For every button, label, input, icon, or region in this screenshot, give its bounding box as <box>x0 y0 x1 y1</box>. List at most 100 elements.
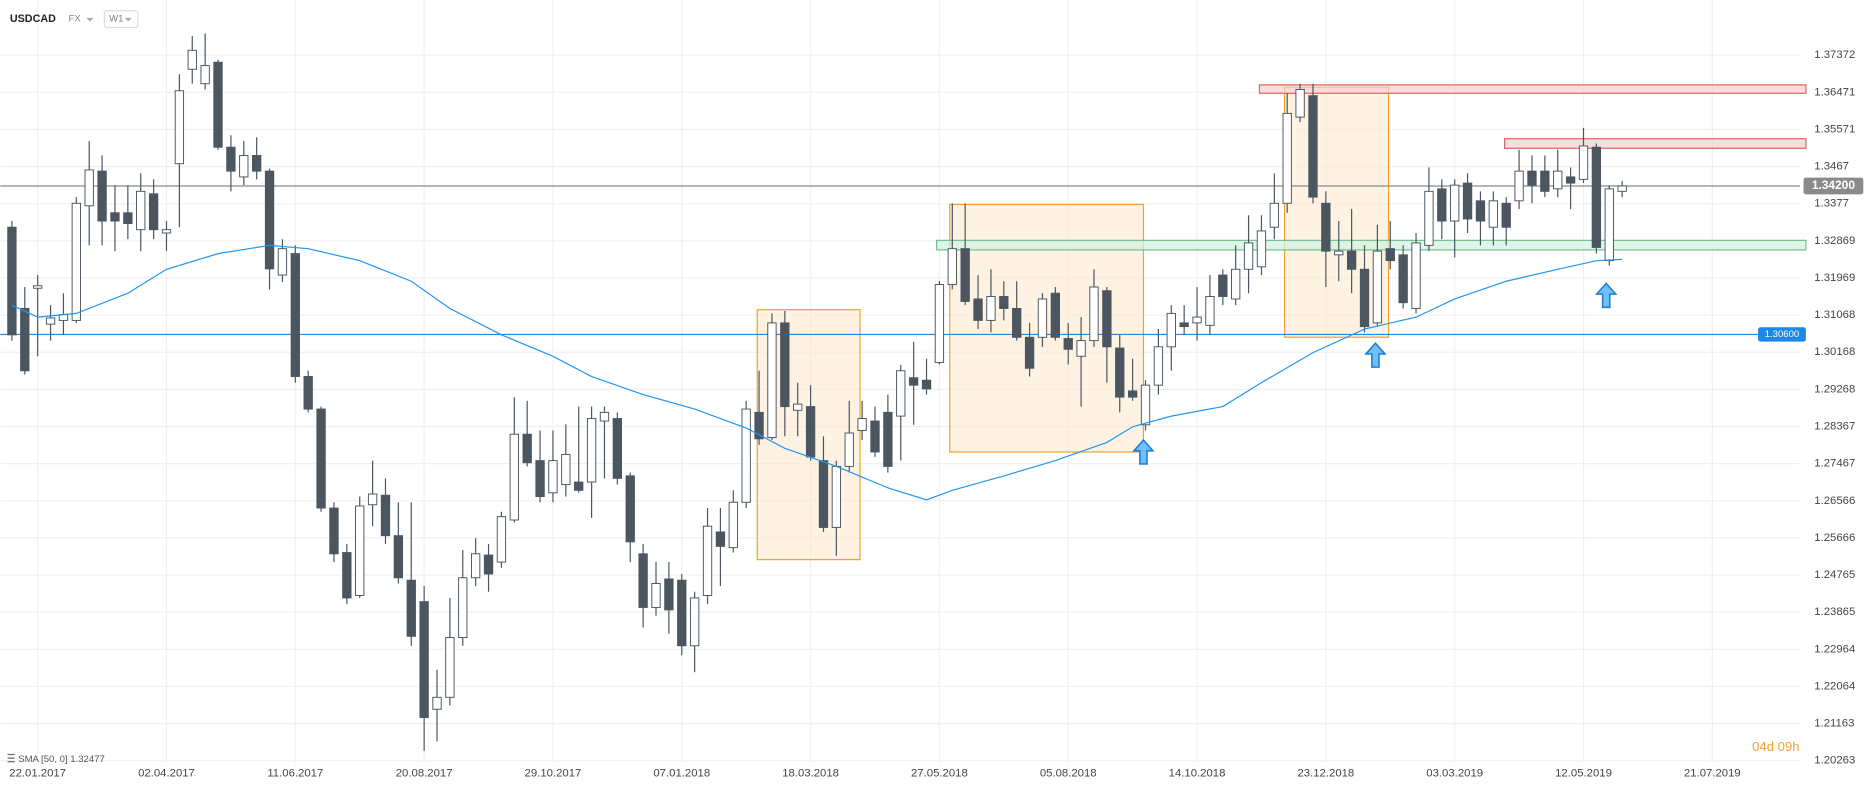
y-tick-label: 1.31068 <box>1814 309 1855 321</box>
candle-body <box>702 525 713 596</box>
dropdown-icon <box>86 17 94 22</box>
candle-body <box>20 307 30 372</box>
candle-body <box>625 475 635 543</box>
candle-body <box>1063 338 1073 350</box>
candle-body <box>496 516 507 563</box>
y-tick-label: 1.3377 <box>1814 198 1849 210</box>
candle-body <box>470 553 481 579</box>
candle-body <box>1334 250 1344 256</box>
candle-body <box>960 248 970 302</box>
candle-body <box>264 170 275 270</box>
candle-body <box>1450 184 1460 222</box>
candle-body <box>1308 95 1318 198</box>
candle-body <box>883 411 893 467</box>
zone-box <box>1283 86 1390 338</box>
candle-body <box>329 507 339 555</box>
candle-body <box>1282 112 1292 204</box>
candle-body <box>148 193 159 231</box>
candle-body <box>677 579 687 647</box>
price-label: 1.30600 <box>1765 329 1800 340</box>
y-tick-label: 1.31969 <box>1814 272 1855 284</box>
up-arrow <box>1364 342 1387 368</box>
candle-body <box>1115 347 1125 398</box>
candle-body <box>84 169 94 207</box>
candle-body <box>1205 296 1215 326</box>
candle-body <box>1359 268 1370 328</box>
candle-body <box>857 418 867 431</box>
x-tick-label: 20.08.2017 <box>396 768 453 780</box>
candle-body <box>303 376 313 410</box>
y-tick-label: 1.20263 <box>1814 755 1855 767</box>
candle-body <box>342 552 352 599</box>
candle-body <box>805 406 816 458</box>
y-tick-label: 1.37372 <box>1814 49 1855 61</box>
sma-line <box>11 244 1623 501</box>
candle-body <box>239 154 249 178</box>
candle-body <box>483 554 494 575</box>
interval[interactable]: W1 <box>109 14 123 25</box>
candle-body <box>818 460 829 528</box>
candle-body <box>123 212 133 224</box>
candle-body <box>1475 200 1486 222</box>
y-tick-label: 1.3467 <box>1814 161 1849 173</box>
candle-body <box>728 501 738 549</box>
candle-body <box>432 696 442 710</box>
up-arrow <box>1594 282 1618 309</box>
candle-body <box>947 248 957 286</box>
candle-body <box>767 322 777 439</box>
candle-body <box>71 202 81 321</box>
candle-body <box>638 553 648 608</box>
y-tick-label: 1.22964 <box>1814 643 1855 655</box>
candle-body <box>367 493 378 506</box>
y-tick-label: 1.22064 <box>1814 680 1855 692</box>
candle-body <box>290 253 300 377</box>
candle-body <box>458 577 468 639</box>
price-label-box <box>1758 327 1806 342</box>
candle-body <box>1127 390 1138 398</box>
candle-body <box>445 637 455 698</box>
candle-body <box>1024 336 1035 369</box>
candle-body <box>1012 307 1022 338</box>
candle-body <box>1372 250 1383 324</box>
candle-body <box>1488 200 1498 228</box>
candle-body <box>1346 250 1357 270</box>
candle-body <box>1102 290 1112 348</box>
symbol: USDCAD <box>10 13 56 25</box>
candle-body <box>1565 176 1576 184</box>
plot <box>0 33 1800 751</box>
candle-body <box>277 248 288 276</box>
price-label: 1.34200 <box>1812 178 1856 192</box>
candle-body <box>741 408 751 503</box>
candle-body <box>599 411 610 422</box>
y-tick-label: 1.29268 <box>1814 383 1855 395</box>
x-tick-label: 02.04.2017 <box>138 768 195 780</box>
candle-body <box>1604 188 1614 262</box>
candle-body <box>689 597 700 647</box>
up-arrow <box>1132 438 1155 465</box>
x-tick-label: 05.08.2018 <box>1040 768 1097 780</box>
candle-body <box>651 583 661 608</box>
candle-body <box>33 285 43 289</box>
candle-body <box>986 296 996 321</box>
candle-body <box>612 418 623 479</box>
candle-body <box>1192 316 1202 324</box>
x-tick-label: 27.05.2018 <box>911 768 968 780</box>
y-tick-label: 1.25666 <box>1814 532 1855 544</box>
candle-body <box>831 465 842 528</box>
candle-body <box>1385 248 1395 262</box>
candle-body <box>844 432 854 467</box>
candle-body <box>1179 322 1189 328</box>
candle-body <box>226 146 236 172</box>
market: FX <box>68 14 81 25</box>
candle-body <box>213 61 223 148</box>
candle-body <box>419 601 429 719</box>
candle-body <box>586 418 597 483</box>
x-tick-label: 23.12.2018 <box>1297 768 1354 780</box>
interval-button[interactable] <box>103 10 139 29</box>
candle-body <box>136 190 146 231</box>
candle-body <box>187 49 197 70</box>
candle-body <box>1501 202 1511 228</box>
candle-body <box>1153 346 1164 386</box>
candle-body <box>1076 340 1086 357</box>
